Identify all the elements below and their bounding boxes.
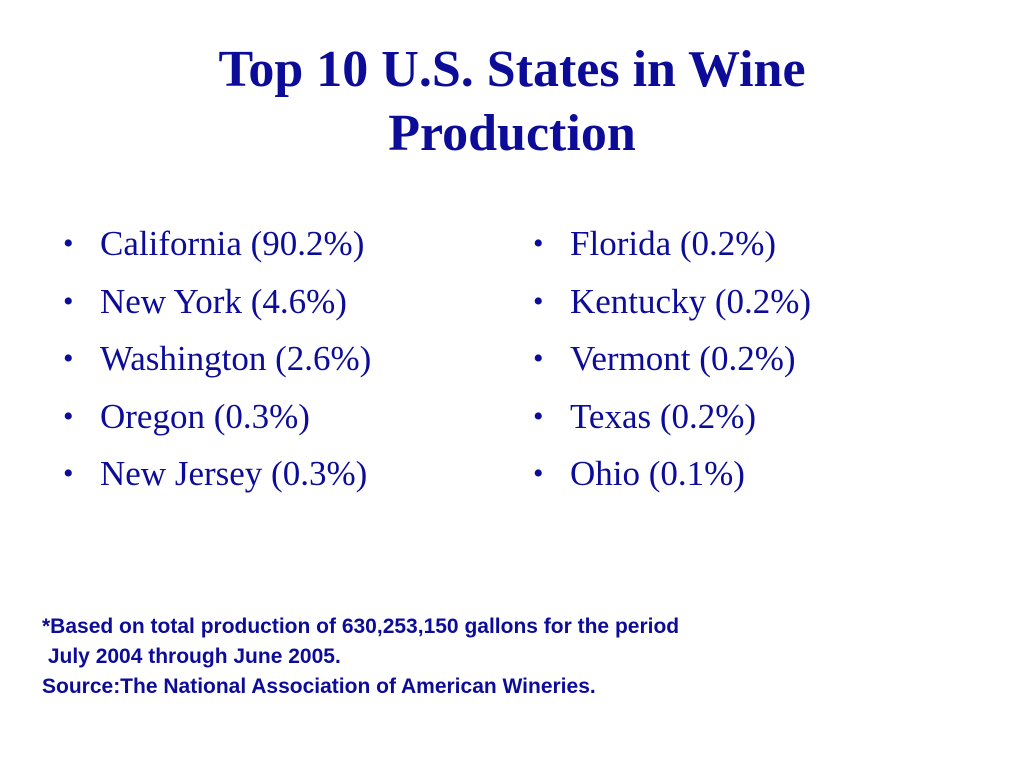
list-item: • Ohio (0.1%) — [530, 448, 970, 506]
bullet-icon: • — [533, 457, 544, 490]
list-item: • California (90.2%) — [60, 218, 500, 276]
bullet-icon: • — [533, 342, 544, 375]
list-item-label: Florida (0.2%) — [570, 224, 777, 263]
slide-title: Top 10 U.S. States in Wine Production — [0, 38, 1024, 166]
list-item-label: California (90.2%) — [100, 224, 365, 263]
list-item-label: Texas (0.2%) — [570, 396, 757, 436]
bullet-icon: • — [63, 342, 74, 375]
list-item-label: New York (4.6%) — [100, 281, 347, 321]
right-state-list: • Florida (0.2%) • Kentucky (0.2%) • Vermon… — [530, 218, 970, 506]
list-item: • Vermont (0.2%) — [530, 333, 970, 391]
bullet-icon: • — [63, 227, 74, 260]
list-item: • New York (4.6%) — [60, 276, 500, 334]
title-line-2: Production — [388, 105, 636, 162]
list-item: • Texas (0.2%) — [530, 391, 970, 449]
bullet-icon: • — [533, 227, 544, 260]
list-item: • Washington (2.6%) — [60, 333, 500, 391]
footnote-line-1: *Based on total production of 630,253,15… — [42, 615, 680, 638]
list-item: • Oregon (0.3%) — [60, 391, 500, 449]
footnote-line-3: Source:The National Association of Ameri… — [42, 675, 596, 698]
footnote-line-2: July 2004 through June 2005. — [42, 645, 341, 668]
list-item: • Kentucky (0.2%) — [530, 276, 970, 334]
bullet-icon: • — [533, 399, 544, 433]
list-item: • New Jersey (0.3%) — [60, 448, 500, 506]
list-item-label: New Jersey (0.3%) — [100, 454, 368, 493]
title-line-1: Top 10 U.S. States in Wine — [218, 41, 806, 98]
bullet-icon: • — [63, 284, 74, 318]
list-item: • Florida (0.2%) — [530, 218, 970, 276]
list-item-label: Oregon (0.3%) — [100, 396, 310, 436]
left-state-list: • California (90.2%) • New York (4.6%) • Wa… — [60, 218, 500, 506]
list-item-label: Washington (2.6%) — [100, 339, 372, 378]
bullet-icon: • — [63, 399, 74, 433]
bullet-icon: • — [63, 457, 74, 490]
list-item-label: Vermont (0.2%) — [570, 339, 796, 378]
list-item-label: Ohio (0.1%) — [570, 454, 745, 493]
bullet-icon: • — [533, 284, 544, 318]
source-footnote: *Based on total production of 630,253,15… — [42, 612, 1002, 702]
list-item-label: Kentucky (0.2%) — [570, 281, 812, 321]
